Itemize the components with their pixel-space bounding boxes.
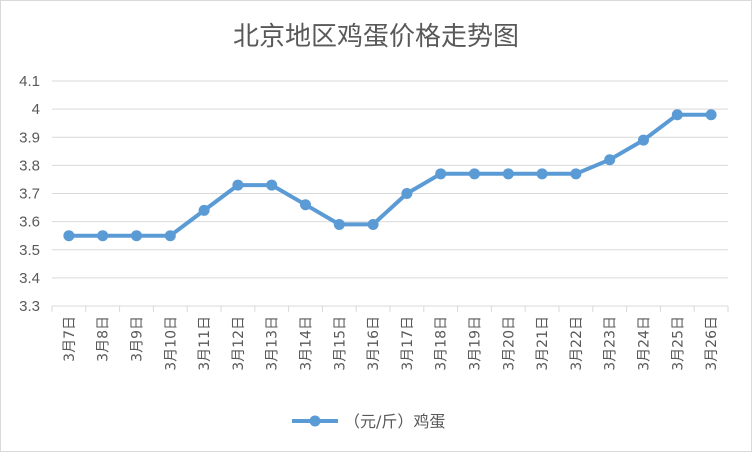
y-tick-label: 3.3 [19,298,40,315]
x-tick-label: 3月11日 [197,316,213,371]
data-point [367,218,379,230]
legend-label: （元/斤）鸡蛋 [344,412,445,431]
x-tick-label: 3月15日 [332,316,348,371]
data-point [502,168,514,180]
series-eggs [63,109,717,242]
x-tick-label: 3月25日 [670,316,686,371]
x-tick-label: 3月18日 [434,316,450,371]
x-tick-label: 3月19日 [468,316,484,371]
x-tick-label: 3月10日 [163,316,179,371]
x-tick-label: 3月22日 [569,316,585,371]
y-tick-label: 3.6 [19,214,40,231]
legend: （元/斤）鸡蛋 [292,412,445,431]
y-tick-label: 3.4 [19,270,40,287]
data-point [570,168,582,180]
x-tick-label: 3月12日 [231,316,247,371]
legend-dot-marker [309,415,321,427]
data-point [333,218,345,230]
data-point [469,168,480,180]
data-point [671,109,683,121]
y-tick-label: 3.7 [19,186,40,203]
data-point [97,230,109,242]
y-tick-label: 3.9 [19,129,40,146]
x-tick-label: 3月23日 [603,316,619,371]
data-point [63,230,75,242]
data-point [705,109,717,121]
y-tick-label: 3.5 [19,242,40,259]
data-point [131,230,142,242]
data-point [401,188,413,199]
x-tick-label: 3月20日 [501,316,517,371]
y-tick-label: 4.1 [19,73,40,90]
chart-title: 北京地区鸡蛋价格走势图 [233,22,519,52]
x-tick-label: 3月26日 [704,316,720,371]
x-tick-label: 3月17日 [400,316,416,371]
x-tick-label: 3月21日 [535,316,551,371]
gridlines [52,80,728,307]
data-point [164,230,176,242]
data-point [536,168,548,180]
x-tick-label: 3月14日 [299,316,315,371]
y-axis: 3.3 3.4 3.5 3.6 3.7 3.8 3.9 4 4.1 [19,73,40,315]
x-tick-label: 3月24日 [637,316,653,371]
data-point [300,199,311,211]
data-point [198,204,210,216]
data-point [266,179,278,191]
series-line [66,112,714,238]
x-tick-label: 3月7日 [62,316,78,362]
x-tick-label: 3月8日 [96,316,112,362]
data-point [638,134,649,146]
x-tick-label: 3月9日 [130,316,146,362]
x-axis: 3月7日 3月8日 3月9日 3月10日 3月11日 3月12日 3月13日 3月14日 3月1… [51,306,729,371]
x-tick-label: 3月16日 [366,316,382,371]
data-point [604,154,616,166]
y-tick-label: 4 [32,101,40,118]
y-tick-label: 3.8 [19,157,40,174]
data-point [232,179,244,191]
x-tick-label: 3月13日 [265,316,281,371]
data-point [435,168,447,180]
